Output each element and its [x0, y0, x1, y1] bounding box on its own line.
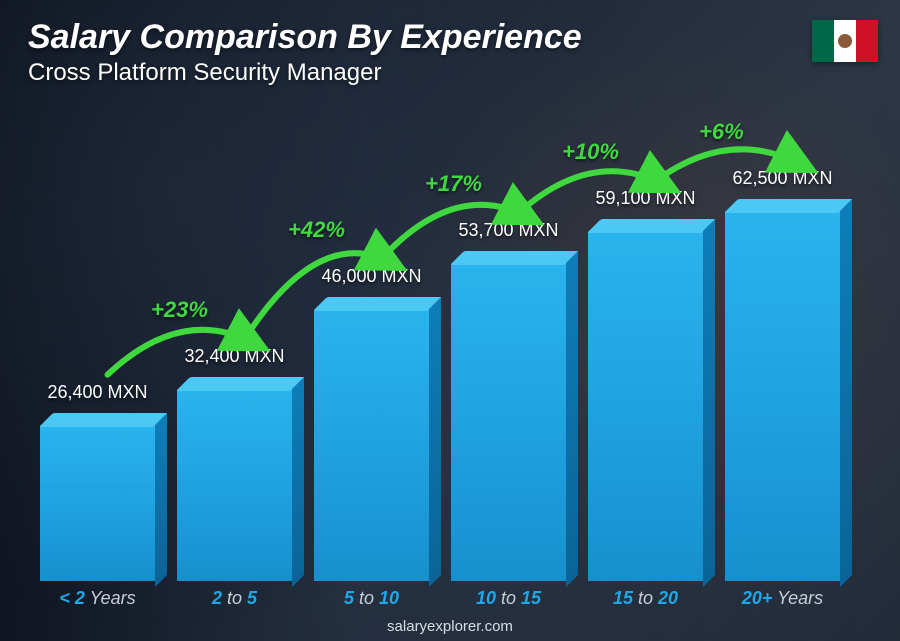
- bar-side-face: [566, 251, 578, 587]
- country-flag-mexico: [812, 20, 878, 62]
- x-axis-label: 15 to 20: [588, 588, 703, 609]
- bar-side-face: [429, 297, 441, 587]
- bar: [40, 425, 155, 581]
- bar-top-face: [450, 251, 579, 265]
- chart-title: Salary Comparison By Experience: [28, 18, 582, 57]
- bar-top-face: [176, 377, 305, 391]
- chart-subtitle: Cross Platform Security Manager: [28, 59, 582, 87]
- bar-side-face: [840, 199, 852, 587]
- bar: [451, 263, 566, 581]
- bar-front-face: [451, 263, 566, 581]
- growth-pct-label: +6%: [699, 119, 744, 145]
- bar: [588, 231, 703, 581]
- bar-front-face: [725, 211, 840, 581]
- x-axis: < 2 Years 2 to 5 5 to 10 10 to 15 15 to 20 20…: [40, 588, 840, 609]
- bar-slot: 32,400 MXN: [177, 346, 292, 581]
- bar-value-label: 26,400 MXN: [47, 382, 147, 403]
- bar-top-face: [724, 199, 853, 213]
- growth-pct-label: +17%: [425, 171, 482, 197]
- bar-front-face: [588, 231, 703, 581]
- bar-top-face: [39, 413, 168, 427]
- x-axis-label: < 2 Years: [40, 588, 155, 609]
- bar-side-face: [292, 377, 304, 587]
- bar-slot: 26,400 MXN: [40, 382, 155, 581]
- bar: [314, 309, 429, 581]
- growth-pct-label: +23%: [151, 297, 208, 323]
- title-block: Salary Comparison By Experience Cross Pl…: [28, 18, 582, 87]
- bar-value-label: 46,000 MXN: [321, 266, 421, 287]
- bar-slot: 53,700 MXN: [451, 220, 566, 581]
- flag-stripe-left: [812, 20, 834, 62]
- x-axis-label: 20+ Years: [725, 588, 840, 609]
- bar-front-face: [40, 425, 155, 581]
- bar-front-face: [177, 389, 292, 581]
- bar-slot: 46,000 MXN: [314, 266, 429, 581]
- bar-top-face: [587, 219, 716, 233]
- bar-slot: 62,500 MXN: [725, 168, 840, 581]
- bar: [177, 389, 292, 581]
- growth-pct-label: +10%: [562, 139, 619, 165]
- bar-side-face: [155, 413, 167, 587]
- bar-value-label: 59,100 MXN: [595, 188, 695, 209]
- x-axis-label: 5 to 10: [314, 588, 429, 609]
- x-axis-label: 2 to 5: [177, 588, 292, 609]
- bar-value-label: 62,500 MXN: [732, 168, 832, 189]
- x-axis-label: 10 to 15: [451, 588, 566, 609]
- footer-attribution: salaryexplorer.com: [0, 618, 900, 635]
- bar-side-face: [703, 219, 715, 587]
- bar-value-label: 32,400 MXN: [184, 346, 284, 367]
- bar-front-face: [314, 309, 429, 581]
- flag-emblem: [838, 34, 852, 48]
- bar-top-face: [313, 297, 442, 311]
- growth-pct-label: +42%: [288, 217, 345, 243]
- flag-stripe-right: [856, 20, 878, 62]
- bar: [725, 211, 840, 581]
- bar-slot: 59,100 MXN: [588, 188, 703, 581]
- bar-value-label: 53,700 MXN: [458, 220, 558, 241]
